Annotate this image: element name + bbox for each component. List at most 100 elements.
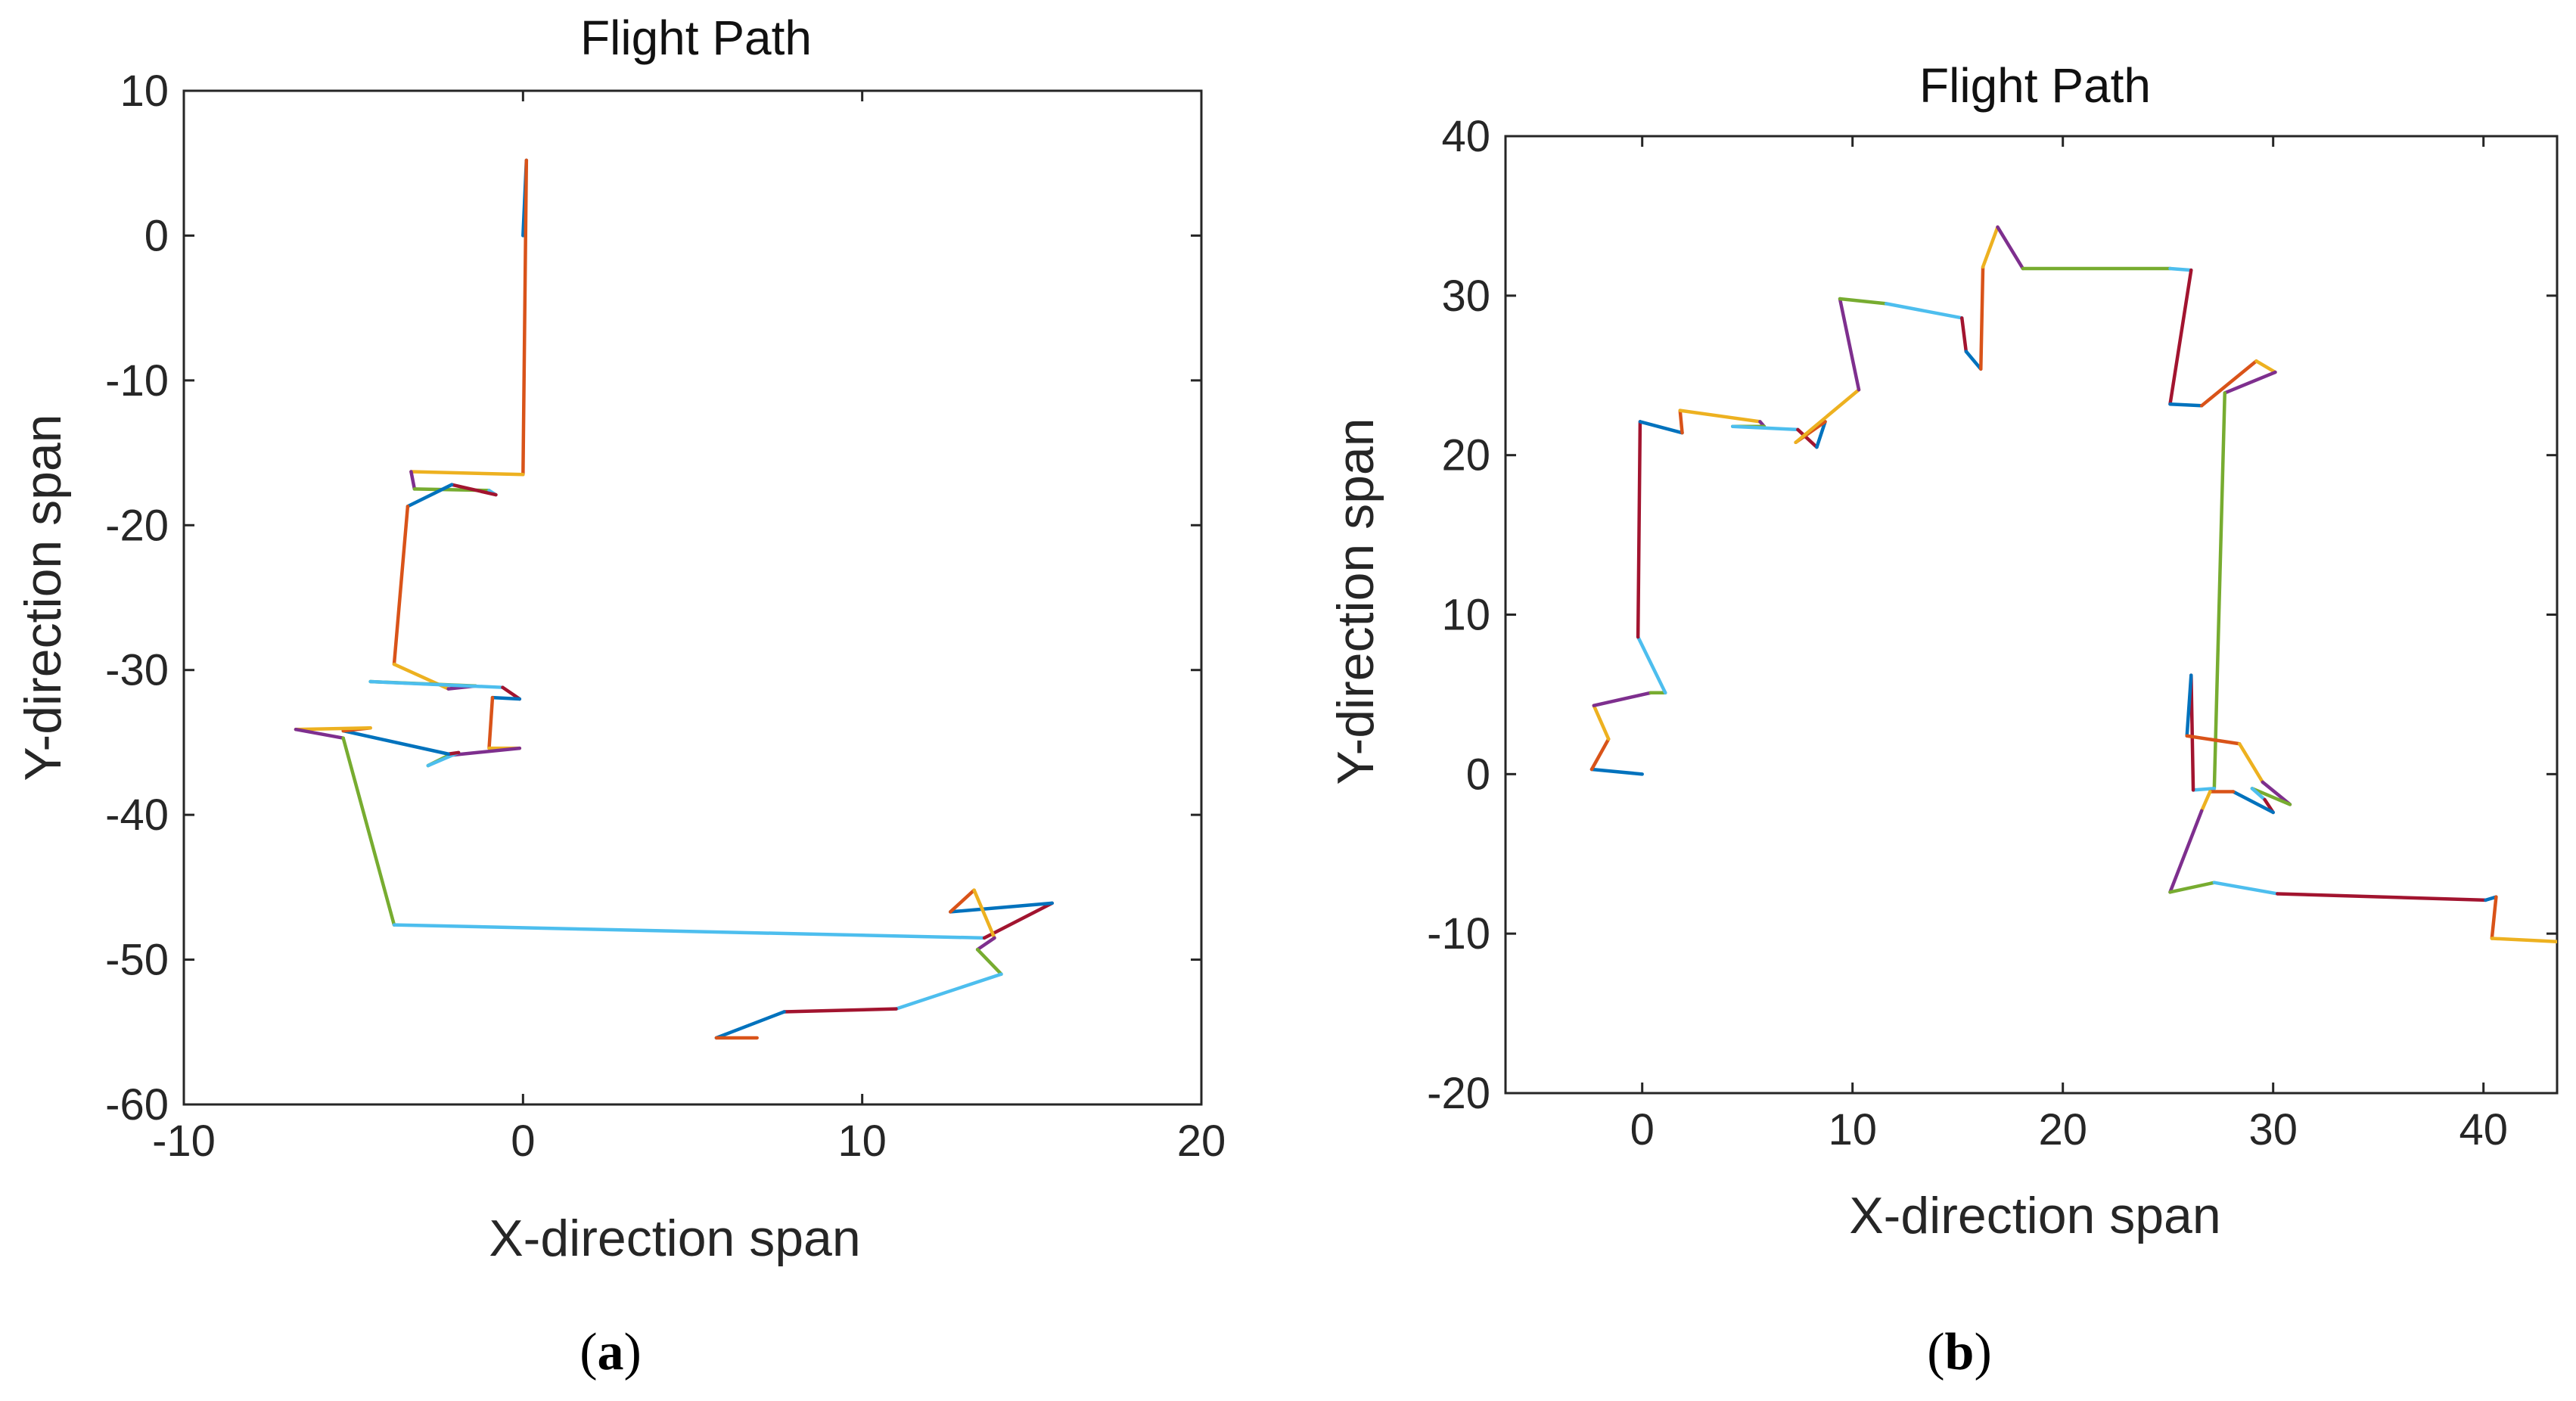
panel-caption: (b) bbox=[1927, 1323, 1992, 1381]
flight-path-series bbox=[1589, 225, 2557, 943]
path-segment bbox=[2199, 790, 2212, 813]
x-axis-label: X-direction span bbox=[489, 1210, 860, 1267]
path-segment bbox=[1796, 427, 1819, 449]
path-segment bbox=[1979, 265, 1985, 371]
path-segment bbox=[2250, 787, 2292, 806]
path-segment bbox=[2490, 895, 2498, 940]
x-tick-label: 40 bbox=[2459, 1105, 2508, 1154]
chart-title: Flight Path bbox=[580, 11, 812, 65]
y-tick-label: 0 bbox=[1466, 750, 1490, 799]
axis-ticks bbox=[182, 89, 1203, 1106]
path-segment bbox=[1589, 737, 1611, 772]
path-segment bbox=[409, 470, 417, 491]
flight-path-series bbox=[294, 158, 1054, 1040]
plot-area bbox=[1504, 135, 2559, 1095]
path-segment bbox=[2223, 370, 2277, 395]
path-segment bbox=[294, 727, 345, 740]
path-segment bbox=[1960, 316, 1969, 353]
x-tick-label: 30 bbox=[2248, 1105, 2298, 1154]
path-segment bbox=[409, 470, 525, 477]
y-tick-label: -10 bbox=[1427, 909, 1490, 958]
path-segment bbox=[2212, 881, 2279, 896]
path-segment bbox=[2168, 268, 2193, 406]
y-tick-label: 40 bbox=[1441, 112, 1490, 161]
y-tick-label: -20 bbox=[1427, 1069, 1490, 1118]
path-segment bbox=[1636, 635, 1667, 695]
path-segment bbox=[446, 746, 522, 757]
path-segment bbox=[1964, 349, 1983, 371]
path-segment bbox=[487, 695, 495, 750]
path-segment bbox=[341, 736, 396, 927]
path-segment bbox=[406, 483, 454, 508]
path-segment bbox=[1838, 297, 1861, 392]
path-segment bbox=[1678, 408, 1762, 424]
y-tick-label: -40 bbox=[105, 791, 169, 840]
path-segment bbox=[1592, 691, 1653, 707]
path-segment bbox=[1996, 225, 2025, 271]
axis-ticks bbox=[1506, 135, 2557, 1095]
y-tick-labels: 10 0 -10 -20 -30 -40 -50 -60 bbox=[105, 67, 169, 1129]
path-segment bbox=[948, 888, 976, 914]
plot-area bbox=[182, 89, 1203, 1106]
path-segment bbox=[972, 888, 996, 940]
path-segment bbox=[782, 1007, 898, 1014]
y-tick-label: -30 bbox=[105, 646, 169, 695]
path-segment bbox=[2168, 809, 2204, 894]
x-axis-label: X-direction span bbox=[1849, 1187, 2220, 1244]
path-segment bbox=[341, 728, 450, 756]
panel-a-chart: Flight Path -10 0 10 20 10 0 -10 -20 -30 -40 -50 -… bbox=[14, 11, 1226, 1381]
x-tick-label: 10 bbox=[1828, 1105, 1877, 1154]
path-segment bbox=[982, 901, 1054, 940]
path-segment bbox=[1981, 225, 2000, 269]
path-segment bbox=[2490, 937, 2557, 943]
path-segment bbox=[1589, 767, 1644, 776]
y-tick-label: -60 bbox=[105, 1080, 169, 1129]
x-tick-label: 20 bbox=[2038, 1105, 2087, 1154]
path-segment bbox=[521, 158, 529, 477]
y-tick-label: -10 bbox=[105, 356, 169, 405]
path-segment bbox=[1838, 297, 1888, 306]
panel-b-chart: Flight Path 0 10 20 30 40 40 30 20 10 0 -10 -20 X-… bbox=[1327, 58, 2559, 1381]
y-axis-label: Y-direction span bbox=[1327, 418, 1384, 784]
path-segment bbox=[1592, 704, 1611, 741]
path-segment bbox=[392, 505, 410, 666]
path-segment bbox=[1638, 420, 1684, 435]
y-tick-label: 30 bbox=[1441, 272, 1490, 321]
path-segment bbox=[2168, 881, 2217, 894]
path-segment bbox=[2191, 787, 2217, 792]
path-segment bbox=[975, 947, 1003, 976]
x-tick-label: 0 bbox=[511, 1117, 535, 1166]
path-segment bbox=[975, 936, 996, 952]
y-tick-label: -50 bbox=[105, 936, 169, 985]
path-segment bbox=[1730, 424, 1800, 432]
path-segment bbox=[2185, 673, 2193, 738]
path-segment bbox=[501, 685, 522, 701]
path-segment bbox=[368, 679, 505, 689]
path-segment bbox=[714, 1010, 786, 1040]
path-segment bbox=[1794, 387, 1861, 445]
path-segment bbox=[490, 695, 522, 701]
panel-caption: (a) bbox=[580, 1323, 642, 1381]
x-tick-label: 0 bbox=[1630, 1105, 1655, 1154]
x-tick-labels: -10 0 10 20 bbox=[152, 1117, 1226, 1166]
path-segment bbox=[446, 750, 461, 756]
y-tick-label: 10 bbox=[120, 67, 169, 116]
path-segment bbox=[2250, 787, 2267, 802]
y-tick-label: 10 bbox=[1441, 591, 1490, 640]
path-segment bbox=[2276, 892, 2487, 902]
y-tick-label: 20 bbox=[1441, 431, 1490, 480]
path-segment bbox=[449, 483, 498, 497]
path-segment bbox=[894, 972, 1003, 1011]
path-segment bbox=[2168, 266, 2193, 272]
x-tick-label: 10 bbox=[837, 1117, 887, 1166]
path-segment bbox=[2212, 391, 2227, 791]
path-segment bbox=[2199, 359, 2258, 408]
x-tick-label: -10 bbox=[152, 1117, 216, 1166]
path-segment bbox=[1636, 420, 1642, 639]
path-segment bbox=[2254, 359, 2277, 374]
y-tick-labels: 40 30 20 10 0 -10 -20 bbox=[1427, 112, 1490, 1118]
path-segment bbox=[1884, 302, 1964, 320]
path-segment bbox=[2168, 402, 2204, 408]
x-tick-label: 20 bbox=[1177, 1117, 1226, 1166]
path-segment bbox=[294, 726, 372, 732]
